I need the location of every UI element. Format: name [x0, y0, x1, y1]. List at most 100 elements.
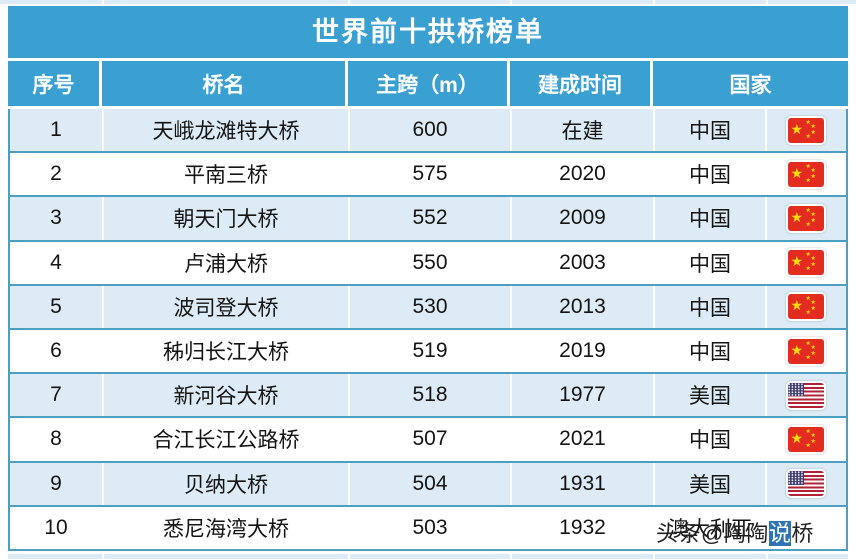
main-span-cell: 575: [350, 153, 512, 196]
year-built-cell: 1931: [512, 462, 655, 505]
flag-cell: ★ ★ ★ ★ ★: [767, 242, 844, 284]
main-span-cell: 519: [350, 329, 512, 373]
table-row: 10 悉尼海湾大桥 503 1932 澳大利亚: [10, 506, 846, 551]
sliver-cell: [8, 554, 104, 559]
sliver-cell: [512, 554, 655, 559]
usa-flag-canton: [787, 471, 804, 485]
china-flag-icon: ★ ★ ★ ★ ★: [785, 159, 826, 189]
sliver-cell: [350, 554, 512, 559]
rank-cell: 4: [10, 241, 104, 284]
watermark-text: 头条@陶陶: [656, 521, 769, 546]
rank-cell: 8: [10, 418, 104, 461]
table-row: 5 波司登大桥 530 2013 中国 ★ ★ ★ ★ ★: [10, 285, 846, 330]
country-cell: 中国: [655, 241, 767, 284]
sliver-cell: [350, 0, 512, 4]
rank-cell: 9: [10, 462, 104, 505]
bridge-name-cell: 波司登大桥: [104, 285, 350, 328]
bridge-name-cell: 新河谷大桥: [104, 374, 350, 417]
flag-cell: [767, 374, 844, 416]
table-row: 1 天峨龙滩特大桥 600 在建 中国 ★ ★ ★ ★ ★: [10, 109, 846, 154]
bridge-name-cell: 天峨龙滩特大桥: [104, 109, 350, 152]
watermark-text: 桥: [791, 521, 814, 546]
country-cell: 中国: [655, 285, 767, 328]
country-cell: 美国: [655, 374, 767, 417]
year-built-cell: 在建: [512, 109, 655, 152]
header-country: 国家: [653, 61, 848, 106]
sliver-cell: [768, 554, 848, 559]
sliver-cell: [655, 0, 768, 4]
country-cell: 澳大利亚: [655, 506, 767, 549]
header-main-span: 主跨（m）: [348, 61, 510, 106]
main-span-cell: 600: [350, 109, 512, 152]
table-row: 2 平南三桥 575 2020 中国 ★ ★ ★ ★ ★: [10, 153, 846, 198]
year-built-cell: 2020: [512, 153, 655, 196]
main-span-cell: 530: [350, 285, 512, 328]
bridge-name-cell: 卢浦大桥: [104, 241, 350, 284]
country-cell: 中国: [655, 153, 767, 196]
country-cell: 中国: [655, 197, 767, 240]
watermark: 头条@陶陶说桥: [656, 516, 814, 548]
flag-cell: ★ ★ ★ ★ ★: [767, 109, 844, 151]
china-flag-icon: ★ ★ ★ ★ ★: [785, 292, 826, 322]
country-cell: 中国: [655, 329, 767, 373]
bridge-name-cell: 贝纳大桥: [104, 462, 350, 505]
china-flag-icon: ★ ★ ★ ★ ★: [785, 424, 826, 454]
sliver-cell: [768, 0, 856, 4]
main-span-cell: 507: [350, 418, 512, 461]
rank-cell: 10: [10, 506, 104, 549]
rank-cell: 2: [10, 153, 104, 196]
main-span-cell: 503: [350, 506, 512, 549]
main-span-cell: 518: [350, 374, 512, 417]
china-flag-icon: ★ ★ ★ ★ ★: [785, 203, 826, 233]
year-built-cell: 1932: [512, 506, 655, 549]
main-span-cell: 552: [350, 197, 512, 240]
header-rank: 序号: [8, 61, 102, 106]
flag-cell: [767, 463, 844, 505]
bridge-name-cell: 悉尼海湾大桥: [104, 506, 350, 549]
flag-cell: ★ ★ ★ ★ ★: [767, 153, 844, 195]
table-row: 9 贝纳大桥 504 1931 美国: [10, 462, 846, 507]
flag-cell: ★ ★ ★ ★ ★: [767, 330, 844, 372]
cropped-row-sliver-top: [0, 0, 856, 4]
year-built-cell: 2009: [512, 197, 655, 240]
china-flag-icon: ★ ★ ★ ★ ★: [785, 115, 826, 145]
watermark-highlighted-char: 说: [768, 521, 792, 546]
main-span-cell: 550: [350, 241, 512, 284]
rank-cell: 6: [10, 329, 104, 373]
bridge-ranking-table: 世界前十拱桥榜单 序号 桥名 主跨（m） 建成时间 国家 1 天峨龙滩特大桥 600…: [8, 6, 848, 551]
year-built-cell: 2019: [512, 329, 655, 373]
sliver-cell: [512, 0, 655, 4]
cropped-row-sliver-bottom: [8, 554, 848, 559]
year-built-cell: 2003: [512, 241, 655, 284]
country-cell: 中国: [655, 109, 767, 152]
sliver-cell: [104, 0, 350, 4]
sliver-cell: [655, 554, 768, 559]
year-built-cell: 1977: [512, 374, 655, 417]
table-title: 世界前十拱桥榜单: [8, 6, 848, 58]
rank-cell: 1: [10, 109, 104, 152]
rank-cell: 3: [10, 197, 104, 240]
usa-flag-icon: [785, 469, 826, 499]
year-built-cell: 2021: [512, 418, 655, 461]
bridge-name-cell: 平南三桥: [104, 153, 350, 196]
table-header-row: 序号 桥名 主跨（m） 建成时间 国家: [8, 61, 848, 106]
table-row: 8 合江长江公路桥 507 2021 中国 ★ ★ ★ ★ ★: [10, 418, 846, 463]
rank-cell: 5: [10, 285, 104, 328]
china-flag-icon: ★ ★ ★ ★ ★: [785, 248, 826, 278]
main-span-cell: 504: [350, 462, 512, 505]
rank-cell: 7: [10, 374, 104, 417]
country-cell: 中国: [655, 418, 767, 461]
sliver-cell: [0, 0, 104, 4]
bridge-name-cell: 朝天门大桥: [104, 197, 350, 240]
flag-cell: ★ ★ ★ ★ ★: [767, 286, 844, 328]
header-year: 建成时间: [510, 61, 653, 106]
table-row: 7 新河谷大桥 518 1977 美国: [10, 374, 846, 419]
table-row: 4 卢浦大桥 550 2003 中国 ★ ★ ★ ★ ★: [10, 241, 846, 286]
country-cell: 美国: [655, 462, 767, 505]
usa-flag-icon: [785, 380, 826, 410]
flag-cell: ★ ★ ★ ★ ★: [767, 197, 844, 239]
table-body: 1 天峨龙滩特大桥 600 在建 中国 ★ ★ ★ ★ ★ 2 平南三桥 575 2020 中国 ★ ★ ★ ★ ★ 3…: [8, 109, 848, 551]
flag-cell: ★ ★ ★ ★ ★: [767, 418, 844, 460]
china-flag-icon: ★ ★ ★ ★ ★: [785, 336, 826, 366]
